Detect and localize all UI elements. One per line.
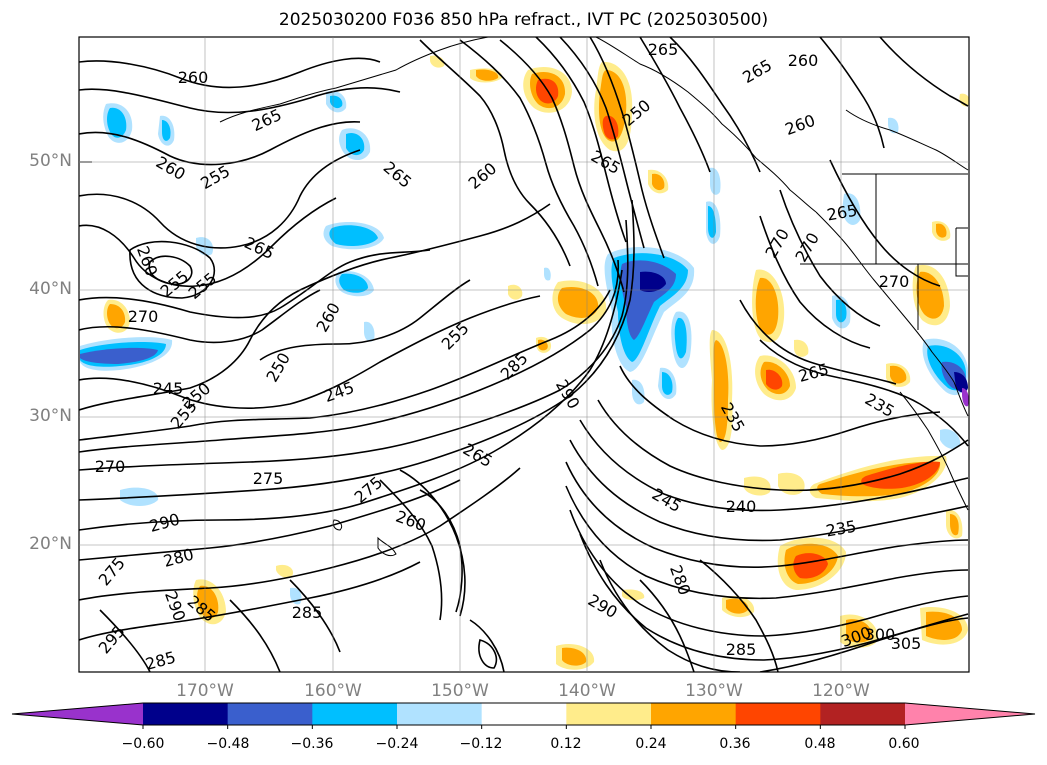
contour-label: 270 [95, 457, 126, 476]
contour-label: 270 [128, 307, 159, 326]
colorbar-tick-label: 0.48 [804, 736, 836, 752]
lon-label-120w: 120°W [812, 681, 870, 701]
map-title: 2025030200 F036 850 hPa refract., IVT PC… [278, 10, 769, 30]
contour-label: 285 [292, 603, 323, 622]
colorbar-tick-label: 0.24 [635, 736, 667, 752]
contour-label: 300 [865, 625, 896, 644]
contour-label: 285 [726, 640, 757, 659]
contour-label: 265 [648, 40, 679, 59]
colorbar-tick-label: −0.24 [375, 736, 419, 752]
colorbar-swatch [651, 703, 737, 725]
colorbar-tick-label: 0.60 [888, 736, 920, 752]
map-frame-border [78, 36, 970, 673]
colorbar-extend-left [12, 703, 143, 725]
lat-label-30n: 30°N [29, 406, 72, 426]
lon-label-130w: 130°W [685, 681, 743, 701]
contour-label: 260 [178, 68, 209, 87]
lat-label-20n: 20°N [29, 534, 72, 554]
colorbar-swatch [312, 703, 398, 725]
colorbar [11, 702, 1036, 729]
contour-label: 260 [788, 51, 819, 70]
lat-label-40n: 40°N [29, 279, 72, 299]
colorbar-swatch [820, 703, 906, 725]
colorbar-swatch [397, 703, 483, 725]
colorbar-swatch [566, 703, 652, 725]
refractivity-contours [79, 37, 969, 672]
contour-label: 240 [726, 497, 757, 516]
lon-label-160w: 160°W [304, 681, 362, 701]
colorbar-tick-label: −0.48 [206, 736, 250, 752]
colorbar-swatch [735, 703, 821, 725]
lon-label-170w: 170°W [176, 681, 234, 701]
colorbar-swatch [481, 703, 567, 725]
colorbar-swatch [227, 703, 313, 725]
colorbar-tick-label: −0.36 [290, 736, 334, 752]
colorbar-tick-label: 0.12 [550, 736, 582, 752]
contour-label: 305 [891, 634, 922, 653]
colorbar-swatch [143, 703, 229, 725]
colorbar-tick-label: −0.60 [121, 736, 165, 752]
colorbar-extend-right [905, 703, 1035, 725]
contour-label: 270 [879, 272, 910, 291]
colorbar-tick-label: −0.12 [459, 736, 503, 752]
contour-label: 275 [253, 469, 284, 488]
lon-label-150w: 150°W [431, 681, 489, 701]
lat-label-50n: 50°N [29, 151, 72, 171]
colorbar-tick-label: 0.36 [719, 736, 751, 752]
contour-label: 245 [153, 379, 184, 398]
lon-label-140w: 140°W [558, 681, 616, 701]
graticule [79, 37, 969, 672]
